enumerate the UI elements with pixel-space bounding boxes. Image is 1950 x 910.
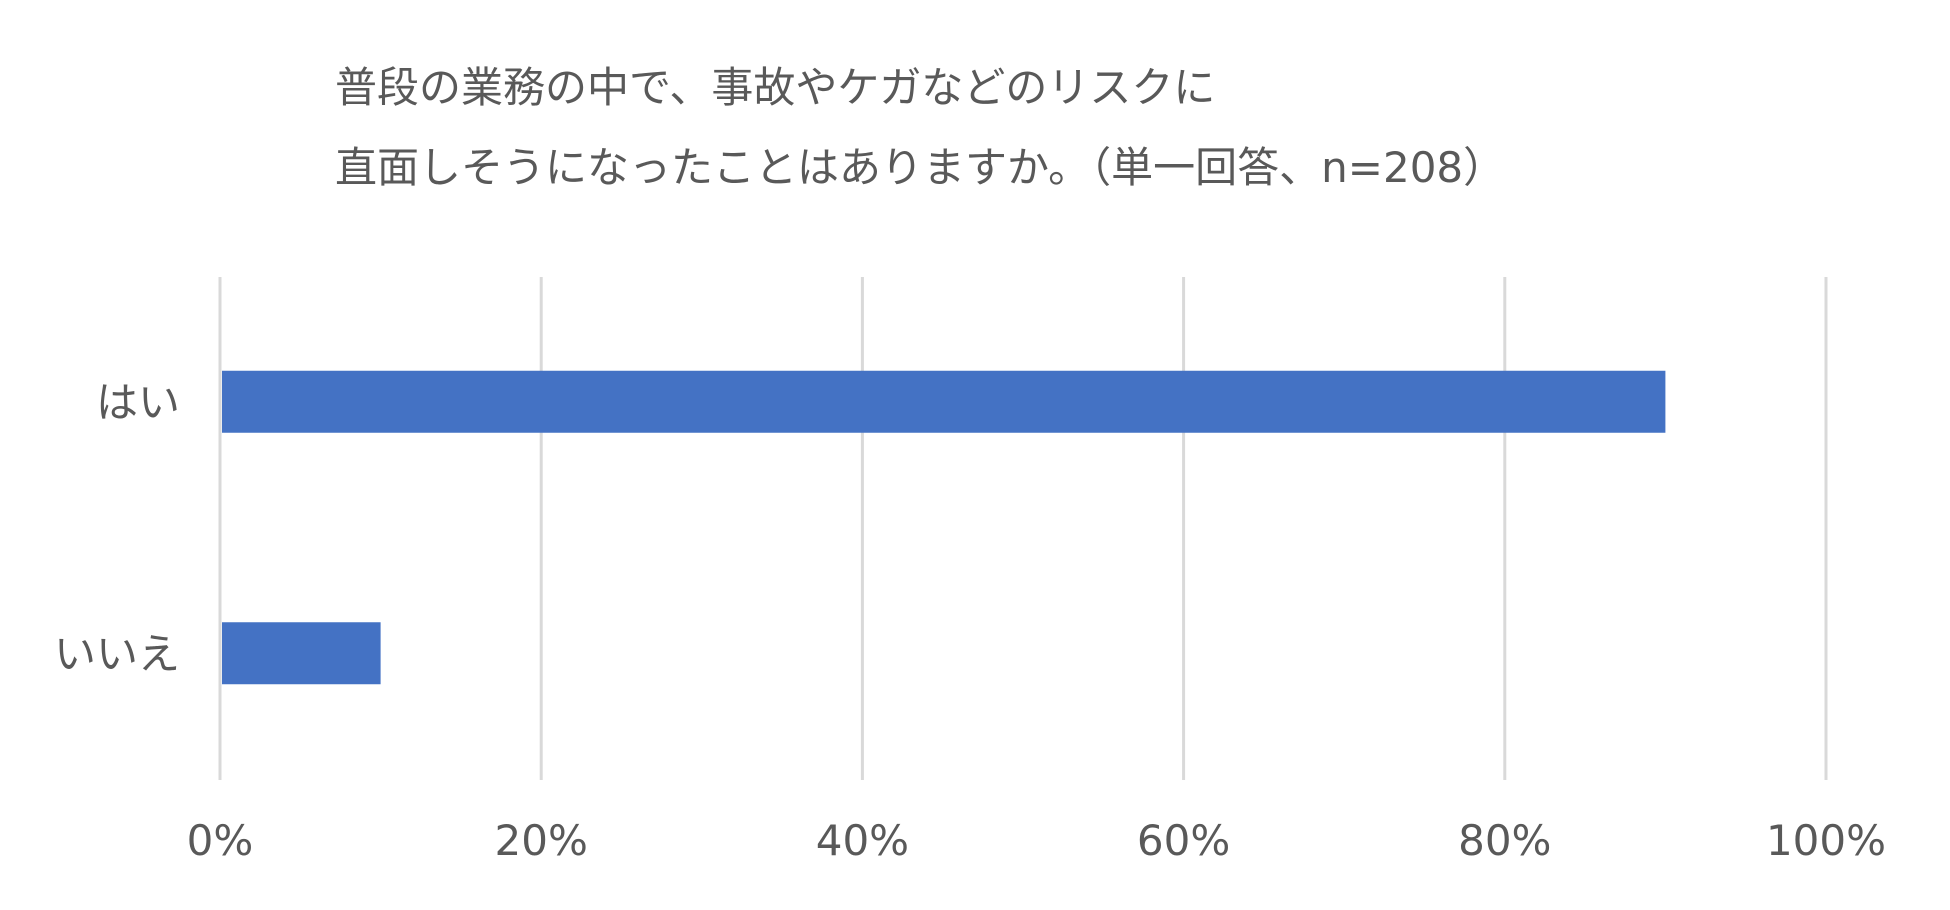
bar — [222, 622, 381, 685]
chart-title-line-1: 普段の業務の中で、事故やケガなどのリスクに — [335, 63, 1216, 112]
bars — [222, 370, 1666, 685]
x-tick-label: 80% — [1458, 816, 1551, 865]
category-label: いいえ — [54, 629, 180, 678]
x-tick-label: 100% — [1766, 816, 1886, 865]
x-tick-label: 60% — [1137, 816, 1230, 865]
gridlines — [218, 277, 1828, 780]
x-tick-label: 40% — [816, 816, 909, 865]
chart-title: 普段の業務の中で、事故やケガなどのリスクに 直面しそうになったことはありますか。… — [335, 48, 1505, 208]
chart-title-line-2: 直面しそうになったことはありますか。（単一回答、n=208） — [335, 143, 1506, 192]
x-tick-label: 20% — [495, 816, 588, 865]
x-axis-tick-labels: 0% 20% 40% 60% 80% 100% — [187, 816, 1886, 865]
bar — [222, 370, 1666, 433]
x-tick-label: 0% — [187, 816, 254, 865]
category-label: はい — [96, 378, 180, 427]
